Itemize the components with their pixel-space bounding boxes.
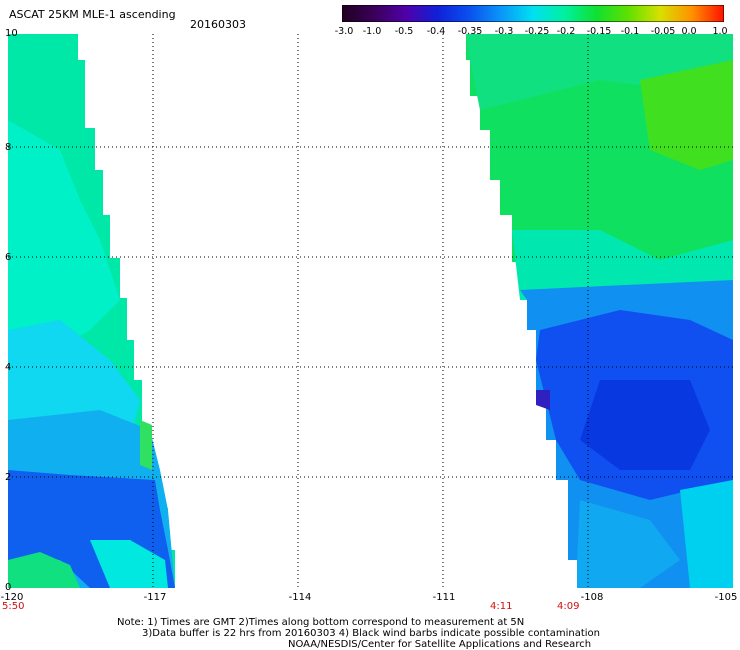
colorbar-gradient	[342, 5, 724, 22]
time-label-mid2: 4:09	[557, 601, 580, 612]
cb-label: -0.3	[494, 26, 514, 37]
x-tick-label: -108	[580, 592, 604, 603]
cb-label: -0.35	[457, 26, 483, 37]
cb-label: -0.25	[524, 26, 550, 37]
note-line-2: 3)Data buffer is 22 hrs from 20160303 4)…	[142, 628, 600, 639]
y-tick-label: 10	[5, 28, 18, 39]
time-label-mid1: 4:11	[490, 601, 513, 612]
cb-label: -0.5	[394, 26, 414, 37]
time-label-left: 5:50	[2, 601, 25, 612]
grid	[8, 34, 733, 588]
cb-label: -0.2	[556, 26, 576, 37]
cb-label: -3.0	[334, 26, 354, 37]
cb-label: -0.1	[620, 26, 640, 37]
cb-label: -0.4	[426, 26, 446, 37]
chart-date: 20160303	[190, 18, 246, 31]
left-swath	[8, 34, 175, 588]
right-swath	[466, 34, 733, 588]
cb-label: -0.15	[586, 26, 612, 37]
chart-title: ASCAT 25KM MLE-1 ascending	[9, 8, 176, 21]
cb-label: -1.0	[362, 26, 382, 37]
colorbar	[342, 5, 724, 22]
x-tick-label: -117	[143, 592, 167, 603]
y-tick-label: 6	[5, 252, 12, 263]
cb-label: 0.0	[681, 26, 697, 37]
x-tick-label: -105	[714, 592, 738, 603]
note-line-1: Note: 1) Times are GMT 2)Times along bot…	[117, 617, 525, 628]
y-tick-label: 4	[5, 362, 12, 373]
y-tick-label: 8	[5, 142, 12, 153]
y-tick-label: 2	[5, 472, 12, 483]
y-tick-label: 0	[5, 582, 12, 593]
x-tick-label: -114	[288, 592, 312, 603]
note-line-3: NOAA/NESDIS/Center for Satellite Applica…	[288, 639, 592, 650]
cb-label: -0.05	[650, 26, 676, 37]
x-tick-label: -120	[0, 592, 24, 603]
cb-label: 1.0	[712, 26, 728, 37]
x-tick-label: -111	[432, 592, 456, 603]
